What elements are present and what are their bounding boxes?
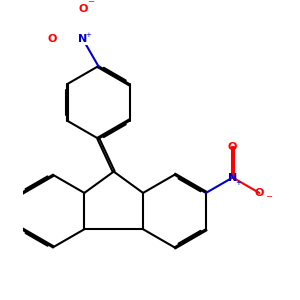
Text: −: −	[265, 192, 272, 201]
Text: +: +	[85, 32, 91, 38]
Text: O: O	[228, 142, 237, 152]
Text: O: O	[255, 188, 264, 198]
Text: N: N	[78, 34, 88, 44]
Text: +: +	[235, 180, 241, 186]
Text: O: O	[47, 34, 57, 44]
Text: −: −	[87, 0, 94, 7]
Text: N: N	[228, 172, 237, 182]
Text: O: O	[78, 4, 88, 14]
